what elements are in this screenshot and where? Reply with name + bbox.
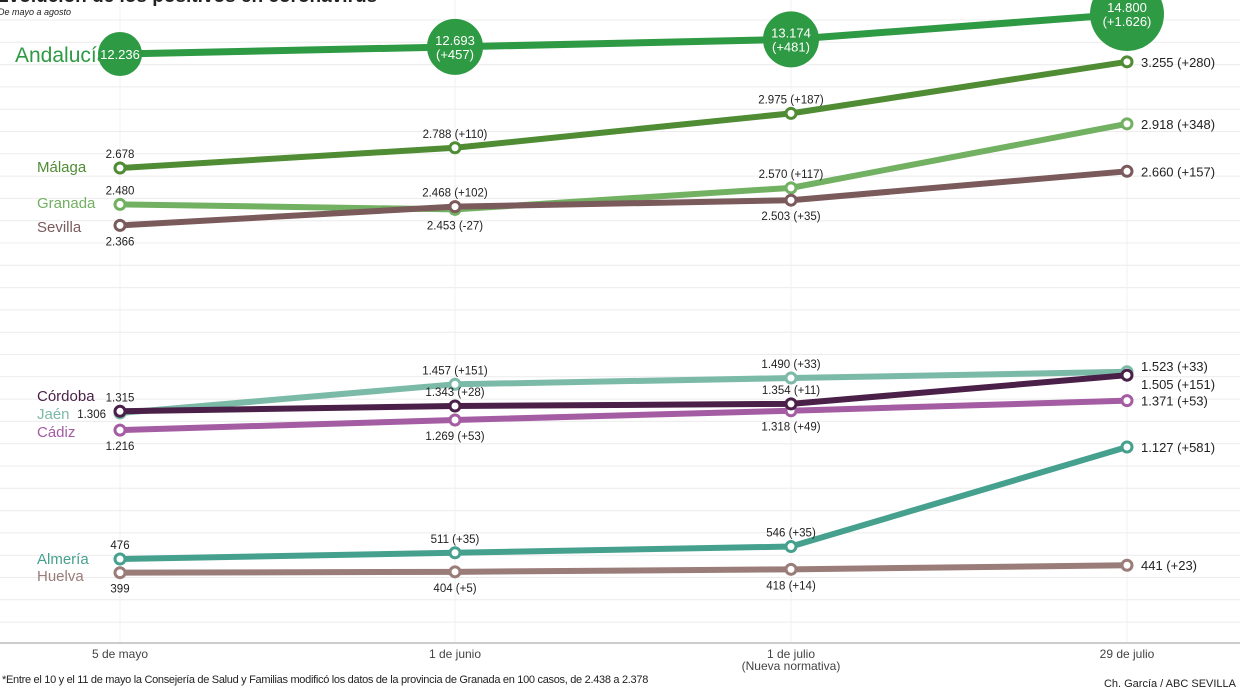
x-tick-label: 1 de junio <box>429 647 481 661</box>
data-label: 1.216 <box>106 441 135 453</box>
series-line-andalucía <box>119 10 1128 58</box>
data-point <box>784 397 798 411</box>
series-name-label: Andalucía <box>15 44 109 67</box>
series-line-córdoba <box>119 372 1128 415</box>
data-point <box>1120 117 1134 131</box>
series-line-jaén <box>119 368 1128 416</box>
data-label: 2.503 (+35) <box>761 211 820 223</box>
data-point <box>1090 0 1164 51</box>
data-label: 1.354 (+11) <box>762 385 820 397</box>
data-point <box>113 566 127 580</box>
data-label: (+481) <box>772 39 810 54</box>
data-point <box>427 18 483 75</box>
series-name-label: Granada <box>37 195 96 212</box>
x-tick-label: 29 de julio <box>1100 647 1155 661</box>
data-label: 14.800 <box>1107 0 1147 15</box>
data-point <box>448 200 462 214</box>
x-tick-label: 1 de julio <box>767 647 815 661</box>
series-name-label: Cádiz <box>37 424 75 441</box>
chart-title: Evolución de los positivos en coronaviru… <box>0 0 377 8</box>
data-label: 12.236 <box>100 47 140 62</box>
data-label: 13.174 <box>771 25 811 40</box>
data-point <box>763 11 819 68</box>
data-point <box>784 371 798 385</box>
data-label: 1.343 (+28) <box>425 387 484 399</box>
data-point <box>784 181 798 195</box>
data-label: 2.480 <box>106 185 135 197</box>
series-name-label: Almería <box>37 551 89 568</box>
data-label: 2.918 (+348) <box>1141 117 1215 132</box>
data-point <box>1120 368 1134 382</box>
data-label: 399 <box>110 584 129 596</box>
data-point <box>448 141 462 155</box>
data-label: 1.127 (+581) <box>1141 440 1215 455</box>
data-label: 2.366 <box>106 236 135 248</box>
series-name-label: Jaén <box>37 406 70 423</box>
series-name-label: Córdoba <box>37 388 95 405</box>
data-point <box>113 404 127 418</box>
data-label: 2.570 (+117) <box>759 169 824 181</box>
series-line-huelva <box>119 562 1128 576</box>
data-point <box>784 540 798 554</box>
data-point <box>98 32 142 76</box>
data-label: 1.457 (+151) <box>422 365 488 377</box>
data-label: 2.468 (+102) <box>422 188 488 200</box>
data-label: 2.788 (+110) <box>423 129 488 141</box>
data-label: 546 (+35) <box>766 528 816 540</box>
data-point <box>784 562 798 576</box>
data-point <box>448 546 462 560</box>
data-point <box>1120 164 1134 178</box>
data-point <box>113 161 127 175</box>
series-line-almería <box>119 444 1128 562</box>
data-point <box>113 197 127 211</box>
data-label: 2.453 (-27) <box>427 220 483 232</box>
data-label: 418 (+14) <box>766 580 816 592</box>
data-label: 1.315 <box>106 392 135 404</box>
data-label: 476 <box>110 540 129 552</box>
data-label: 1.523 (+33) <box>1141 359 1208 374</box>
data-point <box>113 552 127 566</box>
data-point <box>784 193 798 207</box>
x-tick-label: 5 de mayo <box>92 647 148 661</box>
data-point <box>113 218 127 232</box>
series-name-label: Málaga <box>37 159 87 176</box>
data-label: (+457) <box>436 47 474 62</box>
data-point <box>448 413 462 427</box>
series-line-granada <box>119 120 1128 213</box>
footnote: *Entre el 10 y el 11 de mayo la Consejer… <box>2 674 649 686</box>
x-tick-sublabel: (Nueva normativa) <box>742 659 841 673</box>
data-label: 2.660 (+157) <box>1141 164 1215 179</box>
data-point <box>448 399 462 413</box>
data-label: 1.505 (+151) <box>1141 377 1215 392</box>
data-point <box>448 377 462 391</box>
data-label: 1.371 (+53) <box>1141 394 1208 409</box>
data-label: 441 (+23) <box>1141 558 1197 573</box>
data-label: 2.678 <box>106 149 135 161</box>
credit: Ch. García / ABC SEVILLA <box>1103 678 1236 690</box>
data-point <box>1120 558 1134 572</box>
data-label: 1.490 (+33) <box>761 359 820 371</box>
data-point <box>1120 55 1134 69</box>
series-line-sevilla <box>119 168 1128 229</box>
data-label: (+1.626) <box>1103 14 1152 29</box>
data-point <box>1120 440 1134 454</box>
series-name-label: Sevilla <box>37 219 82 236</box>
data-point <box>784 106 798 120</box>
data-label: 511 (+35) <box>431 534 480 546</box>
series-name-label: Huelva <box>37 568 84 585</box>
data-point <box>448 565 462 579</box>
series-line-cádiz <box>119 397 1128 434</box>
data-label: 1.269 (+53) <box>425 431 484 443</box>
data-label: 3.255 (+280) <box>1141 55 1215 70</box>
chart-subtitle: De mayo a agosto <box>0 7 72 17</box>
data-label: 12.693 <box>435 33 475 48</box>
data-point <box>1120 394 1134 408</box>
data-label: 1.318 (+49) <box>761 422 820 434</box>
data-label: 2.975 (+187) <box>758 94 824 106</box>
data-label: 404 (+5) <box>433 583 476 595</box>
data-point <box>113 423 127 437</box>
series-line-málaga <box>119 58 1128 171</box>
data-label: 1.306 <box>77 409 106 421</box>
